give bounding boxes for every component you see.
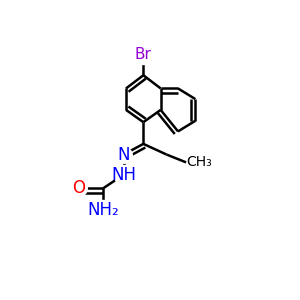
Text: NH₂: NH₂ xyxy=(87,201,119,219)
Text: Br: Br xyxy=(135,47,152,62)
Text: NH: NH xyxy=(111,166,136,184)
Text: O: O xyxy=(72,179,85,197)
Text: N: N xyxy=(118,146,130,164)
Text: CH₃: CH₃ xyxy=(186,155,212,170)
